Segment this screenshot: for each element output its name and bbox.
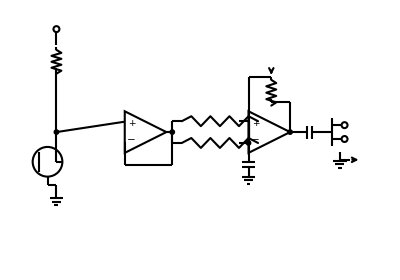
Text: −: − [127,136,136,145]
Text: +: + [252,119,259,128]
Text: −: − [251,136,260,145]
Circle shape [54,130,59,134]
Circle shape [170,130,174,134]
Text: +: + [128,119,136,128]
Circle shape [288,130,292,134]
Circle shape [246,141,251,145]
